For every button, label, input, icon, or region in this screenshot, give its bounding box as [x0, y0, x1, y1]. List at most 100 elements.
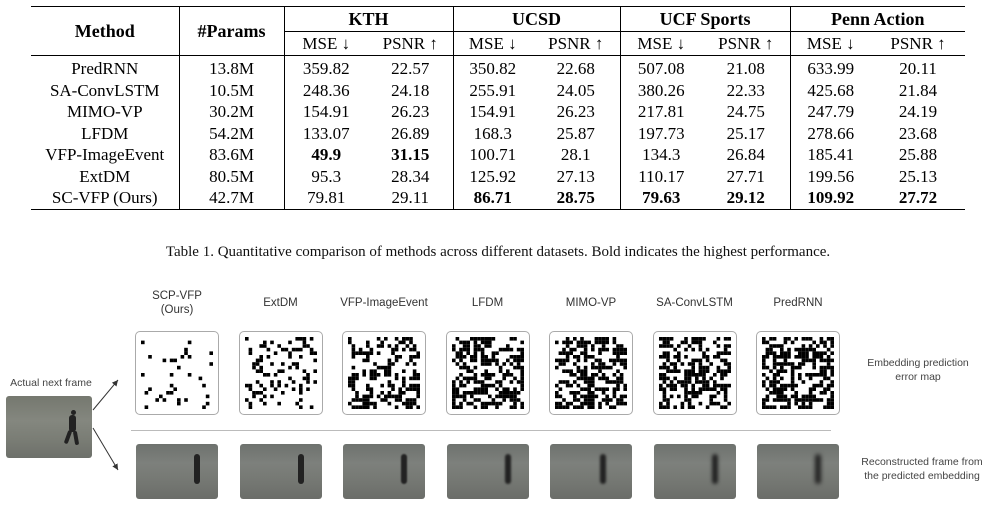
method-name-cell: PredRNN: [31, 55, 179, 80]
reconstructed-frame-image: [446, 444, 529, 499]
psnr-value-cell: 22.68: [532, 55, 621, 80]
mse-value-cell: 248.36: [283, 79, 368, 101]
header-metric: MSE ↓: [619, 31, 703, 56]
table-row: SA-ConvLSTM 10.5M 248.36 24.18 255.91 24.05 38…: [31, 79, 965, 101]
runner-figure: [71, 410, 76, 415]
runner-figure: [69, 415, 76, 432]
runner-figure: [401, 454, 407, 484]
mse-value-cell: 633.99: [789, 55, 872, 80]
psnr-value-cell: 27.71: [726, 166, 765, 186]
mse-value-cell: 133.07: [283, 122, 368, 144]
psnr-value-cell: 26.89: [391, 123, 430, 143]
psnr-value-cell: 31.15: [391, 145, 430, 165]
psnr-value-cell: 28.1: [560, 145, 591, 165]
runner-figure: [711, 454, 718, 484]
table-row: PredRNN 13.8M 359.82 22.57 350.82 22.68 507.08…: [31, 55, 966, 80]
mse-value-cell: 247.79: [789, 101, 872, 123]
mse-value-cell: 350.82: [452, 55, 533, 80]
table-row: VFP-ImageEvent 83.6M 49.9 31.15 100.71 28.1 13…: [31, 144, 965, 166]
psnr-value-cell: 24.19: [898, 102, 938, 122]
method-label: LFDM: [471, 297, 504, 309]
psnr-value-cell: 22.33: [726, 80, 765, 100]
psnr-value-cell: 24.05: [556, 80, 595, 100]
actual-next-frame-image: [6, 396, 92, 458]
psnr-value-cell: 28.75: [532, 187, 621, 210]
mse-value-cell: 100.71: [452, 144, 533, 166]
mse-value-cell: 380.26: [619, 79, 703, 101]
error-map-image: [756, 331, 840, 415]
header-dataset-penn-action: Penn Action: [789, 6, 966, 32]
header-metric: PSNR ↑: [548, 34, 604, 53]
reconstructed-frame-image: [550, 444, 632, 499]
error-map-row-label: Embedding prediction error map: [867, 357, 969, 383]
mse-value-cell: 86.71: [452, 187, 533, 210]
method-label: VFP-ImageEvent: [340, 297, 428, 309]
mse-value-cell: 79.63: [619, 187, 703, 210]
mse-value-cell: 95.3: [283, 165, 368, 187]
runner-figure: [504, 454, 511, 484]
params-cell: 42.7M: [178, 187, 284, 210]
mse-value-cell: 134.3: [619, 144, 703, 166]
psnr-value-cell: 25.88: [898, 145, 938, 165]
header-metric: PSNR ↑: [382, 34, 438, 53]
params-cell: 54.2M: [178, 122, 284, 144]
mse-value-cell: 217.81: [619, 101, 703, 123]
runner-figure: [815, 454, 821, 484]
method-name-cell: MIMO-VP: [66, 102, 143, 122]
method-label: SCP-VFP (Ours): [152, 290, 202, 316]
method-name-cell: ExtDM: [79, 166, 131, 186]
error-map-image: [445, 331, 530, 415]
mse-value-cell: 49.9: [283, 144, 368, 166]
header-metric: PSNR ↑: [718, 34, 774, 53]
method-name-cell: LFDM: [81, 123, 129, 143]
table-row: SC-VFP (Ours) 42.7M 79.81 29.11 86.71 28.75 79…: [31, 187, 966, 210]
header-metric: MSE ↓: [283, 31, 368, 56]
mse-value-cell: 199.56: [789, 165, 872, 187]
psnr-value-cell: 27.72: [871, 187, 966, 210]
psnr-value-cell: 24.75: [726, 102, 765, 122]
mse-value-cell: 154.91: [283, 101, 368, 123]
psnr-value-cell: 25.13: [898, 166, 938, 186]
actual-frame-label: Actual next frame: [10, 377, 92, 389]
reconstructed-frame-image: [757, 444, 839, 499]
error-map-image: [135, 331, 219, 415]
psnr-value-cell: 26.23: [391, 102, 430, 122]
table-row: LFDM 54.2M 133.07 26.89 168.3 25.87 197.73 25.1…: [31, 122, 965, 144]
mse-value-cell: 154.91: [452, 101, 533, 123]
header-dataset-ucsd: UCSD: [452, 6, 621, 32]
mse-value-cell: 359.82: [283, 55, 368, 80]
header-dataset-kth: KTH: [283, 6, 454, 32]
mse-value-cell: 185.41: [789, 144, 872, 166]
params-cell: 13.8M: [178, 55, 284, 80]
header-method: Method: [31, 6, 179, 56]
mse-value-cell: 197.73: [619, 122, 703, 144]
mse-value-cell: 168.3: [452, 122, 533, 144]
mse-value-cell: 425.68: [789, 79, 872, 101]
psnr-value-cell: 29.11: [368, 187, 454, 210]
header-dataset-ucf-sports: UCF Sports: [619, 6, 791, 32]
psnr-value-cell: 29.12: [702, 187, 791, 210]
error-map-image: [342, 331, 426, 415]
reconstructed-frame-image: [136, 444, 218, 499]
params-cell: 30.2M: [178, 101, 284, 123]
error-map-image: [652, 331, 737, 415]
psnr-value-cell: 23.68: [898, 123, 938, 143]
method-label: SA-ConvLSTM: [656, 297, 733, 309]
psnr-value-cell: 25.87: [556, 123, 595, 143]
params-cell: 80.5M: [178, 165, 284, 187]
mse-value-cell: 278.66: [789, 122, 872, 144]
recon-row-label: Reconstructed frame from the predicted e…: [861, 456, 983, 482]
psnr-value-cell: 25.17: [726, 123, 765, 143]
params-cell: 10.5M: [178, 79, 284, 101]
reconstructed-frame-image: [343, 444, 425, 499]
runner-figure: [194, 454, 200, 484]
psnr-value-cell: 27.13: [556, 166, 595, 186]
mse-value-cell: 125.92: [452, 165, 533, 187]
method-label: PredRNN: [773, 297, 823, 309]
table-row: ExtDM 80.5M 95.3 28.34 125.92 27.13 110.17 27.7…: [31, 165, 965, 187]
method-name-cell: VFP-ImageEvent: [45, 145, 165, 165]
psnr-value-cell: 22.57: [368, 55, 454, 80]
mse-value-cell: 79.81: [283, 187, 368, 210]
reconstructed-frame-image: [239, 444, 322, 499]
header-params: #Params: [178, 6, 284, 56]
